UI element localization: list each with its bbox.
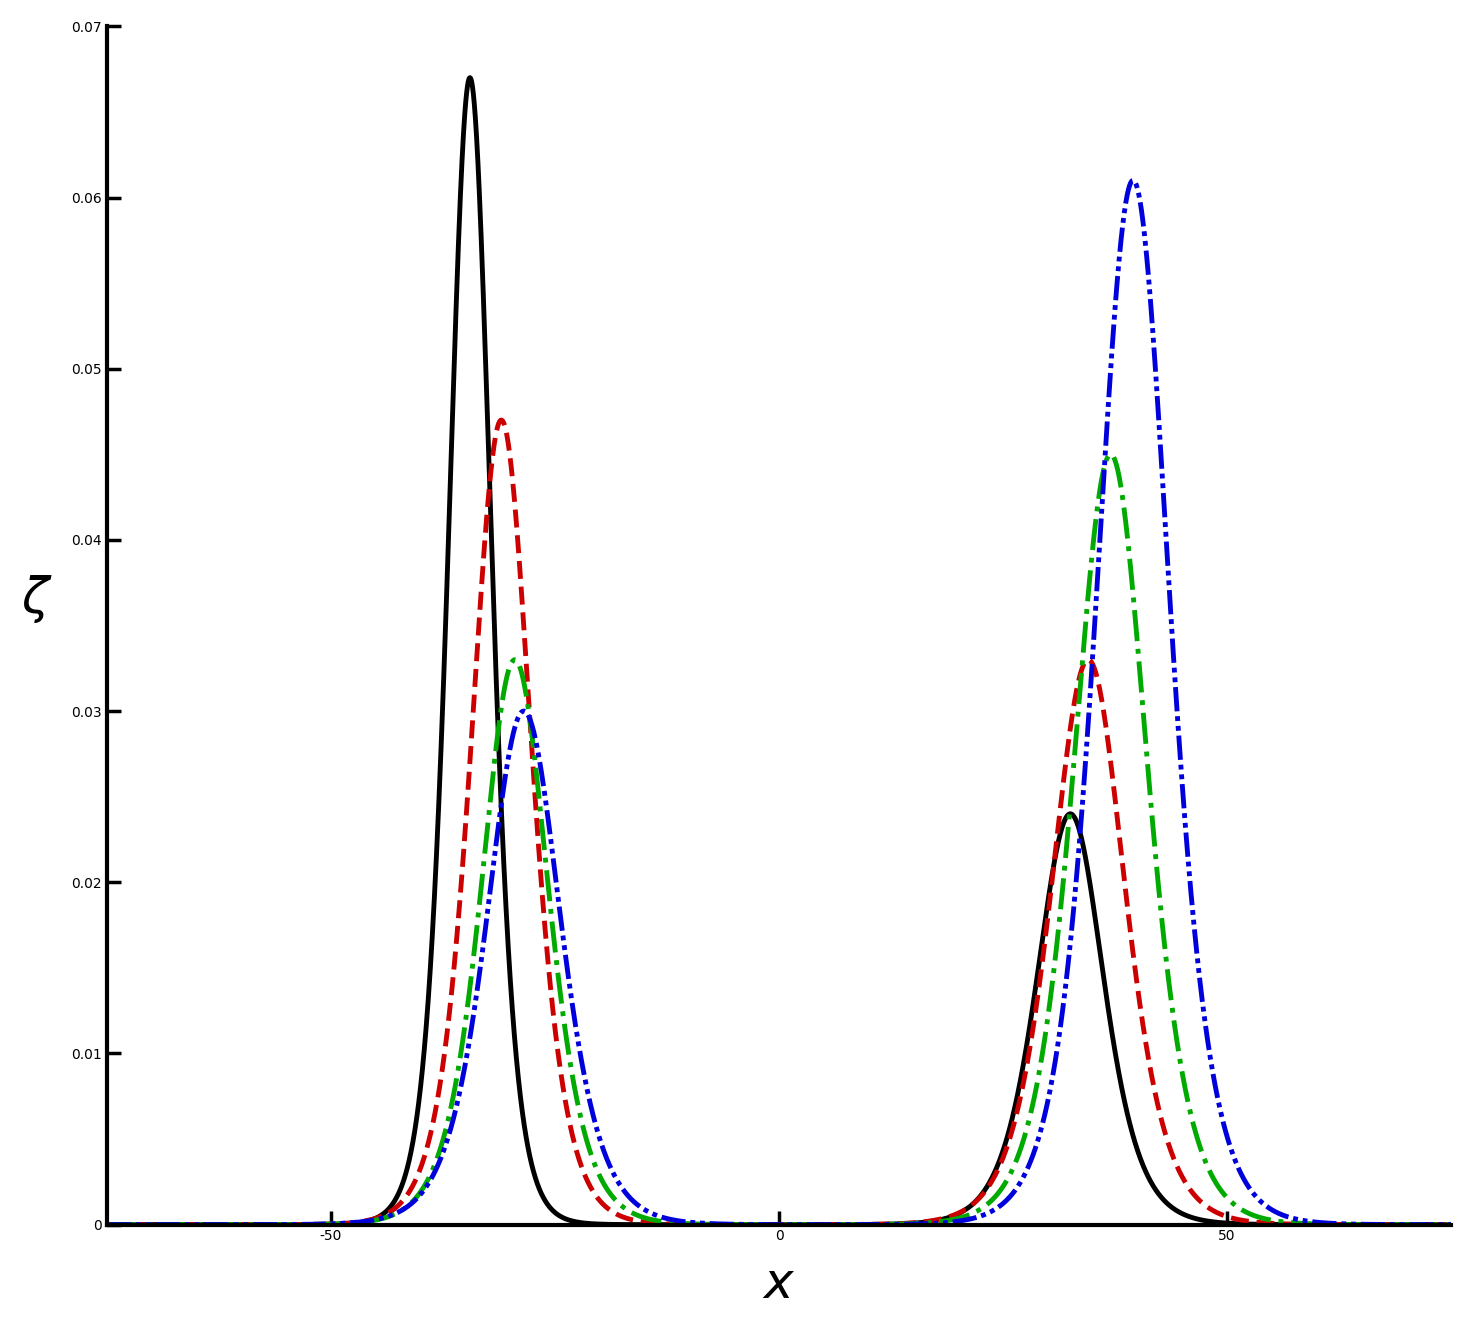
X-axis label: $x$: $x$ [762,1260,796,1308]
Y-axis label: $\zeta$: $\zeta$ [21,574,53,626]
